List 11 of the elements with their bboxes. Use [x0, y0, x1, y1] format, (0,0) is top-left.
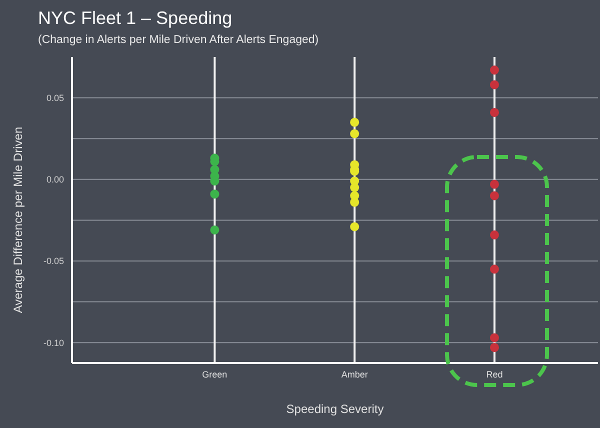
y-tick-label: -0.05	[43, 256, 64, 266]
chart-title: NYC Fleet 1 – Speeding	[38, 8, 232, 29]
x-tick-label: Green	[202, 369, 228, 380]
x-axis-title: Speeding Severity	[285, 402, 385, 416]
chart-subtitle: (Change in Alerts per Mile Driven After Alerts Engaged)	[38, 34, 319, 46]
y-axis-title: Average Difference per Mile Driven	[11, 126, 25, 314]
x-tick-label: Amber	[341, 369, 368, 380]
x-tick-label: Red	[486, 369, 503, 380]
y-tick-label: 0.00	[46, 174, 64, 185]
y-tick-label: -0.10	[43, 338, 64, 348]
y-tick-label: 0.05	[46, 92, 64, 103]
